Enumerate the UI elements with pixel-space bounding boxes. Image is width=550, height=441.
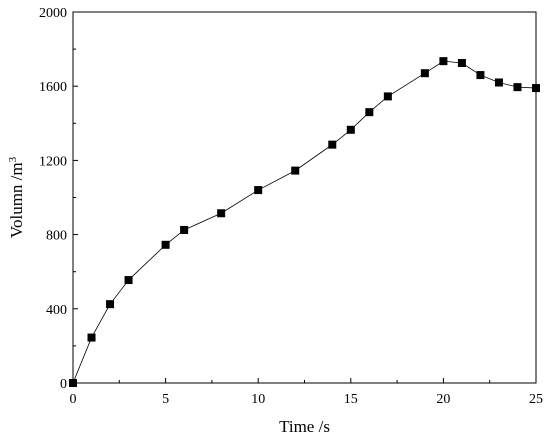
data-point [254, 186, 263, 195]
series-points [69, 57, 540, 387]
x-axis-ticks: 0 5 10 15 20 25 [70, 378, 543, 407]
plot-frame [72, 11, 537, 384]
y-axis-title: Volumn /m3 [7, 156, 26, 238]
y-tick-label: 400 [46, 303, 67, 318]
data-point [476, 71, 485, 80]
data-point [346, 125, 355, 134]
data-point [106, 300, 115, 309]
data-point [217, 209, 226, 218]
y-tick-label: 1200 [39, 154, 67, 169]
data-point [365, 108, 374, 117]
y-tick-label: 1600 [39, 80, 67, 95]
y-axis-ticks: 0 400 800 1200 1600 2000 [39, 6, 78, 392]
y-tick-label: 2000 [39, 6, 67, 21]
x-tick-label: 20 [436, 392, 450, 407]
data-point [439, 57, 448, 66]
data-point [532, 84, 540, 93]
data-point [383, 92, 392, 101]
series-polyline [72, 60, 537, 384]
data-point [180, 225, 189, 234]
data-point [457, 59, 466, 68]
data-point [494, 78, 503, 87]
data-point [513, 83, 522, 92]
data-point [420, 69, 429, 78]
plot-border [72, 11, 537, 384]
x-tick-label: 15 [344, 392, 358, 407]
data-point [291, 166, 300, 175]
x-tick-label: 10 [251, 392, 265, 407]
data-point [124, 276, 133, 285]
data-point [161, 240, 170, 249]
x-tick-label: 25 [529, 392, 543, 407]
x-tick-label: 5 [162, 392, 169, 407]
data-point [328, 140, 337, 149]
y-tick-label: 800 [46, 229, 67, 244]
data-point [69, 379, 77, 387]
y-axis-title-sup: 3 [7, 156, 19, 162]
data-point [87, 333, 96, 342]
x-tick-label: 0 [70, 392, 77, 407]
y-tick-label: 0 [60, 377, 67, 392]
x-axis-title: Time /s [279, 417, 330, 436]
series-line [72, 60, 537, 384]
y-axis-title-main: Volumn /m [7, 162, 26, 238]
